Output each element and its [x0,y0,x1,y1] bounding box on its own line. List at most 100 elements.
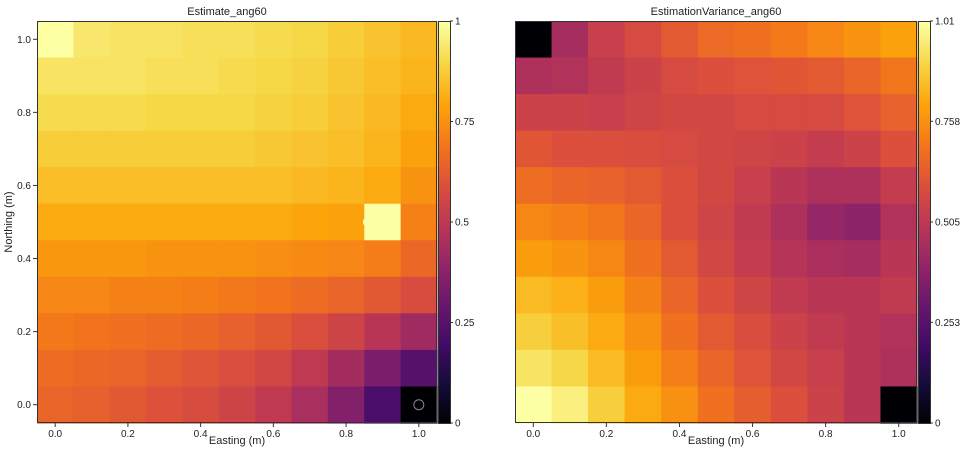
heatmap-cell [255,203,293,241]
heatmap-cell [182,130,220,168]
estimate-title: Estimate_ang60 [187,6,267,18]
colorbar-gradient-segment [918,198,930,203]
heatmap-cell [734,57,772,95]
heatmap-cell [880,94,918,132]
heatmap-cell [843,349,882,388]
colorbar-gradient-segment [438,218,450,223]
colorbar-gradient-segment [438,275,450,280]
heatmap-cell [218,21,256,59]
heatmap-cell [182,349,220,388]
colorbar-gradient-segment [438,98,450,102]
y-tick-label: 0.2 [17,327,31,338]
heatmap-cell [770,57,808,95]
colorbar-gradient-segment [438,325,450,330]
colorbar-gradient-segment [918,94,930,99]
colorbar-gradient-segment [918,362,930,367]
heatmap-cell [218,203,256,241]
colorbar-gradient-segment [438,151,450,156]
colorbar-gradient-segment [438,282,450,287]
colorbar-gradient-segment [918,272,930,277]
heatmap-cell [37,57,74,95]
y-tick-label: 0.0 [17,400,31,411]
heatmap-cell [73,349,111,388]
variance-x-axis-label: Easting (m) [688,435,744,447]
colorbar-gradient-segment [438,51,450,56]
heatmap-cell [73,386,111,424]
colorbar-gradient-segment [918,67,930,72]
heatmap-cell [291,349,329,388]
heatmap-cell [364,386,402,424]
colorbar-gradient-segment [918,278,930,283]
colorbar-gradient-segment [918,61,930,66]
heatmap-cell [364,57,402,95]
colorbar-gradient-segment [918,382,930,387]
heatmap-cell [37,167,74,205]
colorbar-gradient-segment [438,322,450,327]
colorbar-gradient-segment [438,201,450,206]
heatmap-cell [661,167,699,205]
heatmap-cell [73,57,111,95]
colorbar-gradient-segment [438,211,450,216]
colorbar-tick-label: 0.75 [455,117,475,128]
heatmap-cell [515,349,553,388]
colorbar-gradient-segment [918,369,930,374]
colorbar-gradient-segment [438,366,450,370]
estimate-data-points [362,217,425,411]
heatmap-cell [807,94,845,132]
heatmap-cell [37,130,74,168]
colorbar-gradient-segment [918,108,930,113]
colorbar-gradient-segment [918,366,930,370]
colorbar-gradient-segment [438,376,450,381]
heatmap-cell [661,240,699,278]
heatmap-cell [327,94,365,132]
heatmap-cell [515,167,553,205]
colorbar-gradient-segment [918,215,930,220]
heatmap-cell [400,203,438,241]
heatmap-cell [37,240,74,278]
heatmap-cell [327,57,365,95]
colorbar-gradient-segment [918,165,930,169]
colorbar-gradient-segment [918,222,930,226]
colorbar-gradient-segment [918,77,930,82]
colorbar-gradient-segment [918,305,930,310]
heatmap-cell [182,203,220,241]
data-point-marker [362,217,373,227]
heatmap-cell [218,349,256,388]
heatmap-cell [697,94,735,132]
colorbar-gradient-segment [438,74,450,79]
heatmap-cell [73,130,111,168]
colorbar-gradient-segment [918,111,930,116]
colorbar-gradient-segment [918,138,930,143]
heatmap-cell [697,313,735,351]
colorbar-gradient-segment [918,201,930,206]
colorbar-gradient-segment [438,252,450,257]
colorbar-tick-label: 0 [455,419,461,430]
heatmap-cell [291,94,329,132]
heatmap-cell [515,240,553,278]
x-tick-label: 0.4 [194,429,208,440]
heatmap-cell [551,313,589,351]
heatmap-cell [843,240,882,278]
heatmap-cell [807,57,845,95]
colorbar-gradient-segment [438,165,450,169]
heatmap-cell [843,203,882,241]
colorbar-gradient-segment [438,329,450,334]
colorbar-gradient-segment [438,77,450,82]
colorbar-gradient-segment [918,349,930,354]
heatmap-cell [73,313,111,351]
colorbar-gradient-segment [918,208,930,213]
heatmap-cell [255,386,293,424]
heatmap-cell [624,386,662,424]
heatmap-cell [400,167,438,205]
estimate-x-axis-label: Easting (m) [209,435,265,447]
heatmap-cell [661,313,699,351]
heatmap-cell [588,57,626,95]
heatmap-cell [734,21,772,59]
heatmap-cell [218,276,256,314]
colorbar-gradient-segment [438,81,450,86]
heatmap-cell [661,203,699,241]
colorbar-gradient-segment [438,412,450,417]
heatmap-cell [843,94,882,132]
x-tick-label: 1.0 [892,429,906,440]
heatmap-cell [734,94,772,132]
